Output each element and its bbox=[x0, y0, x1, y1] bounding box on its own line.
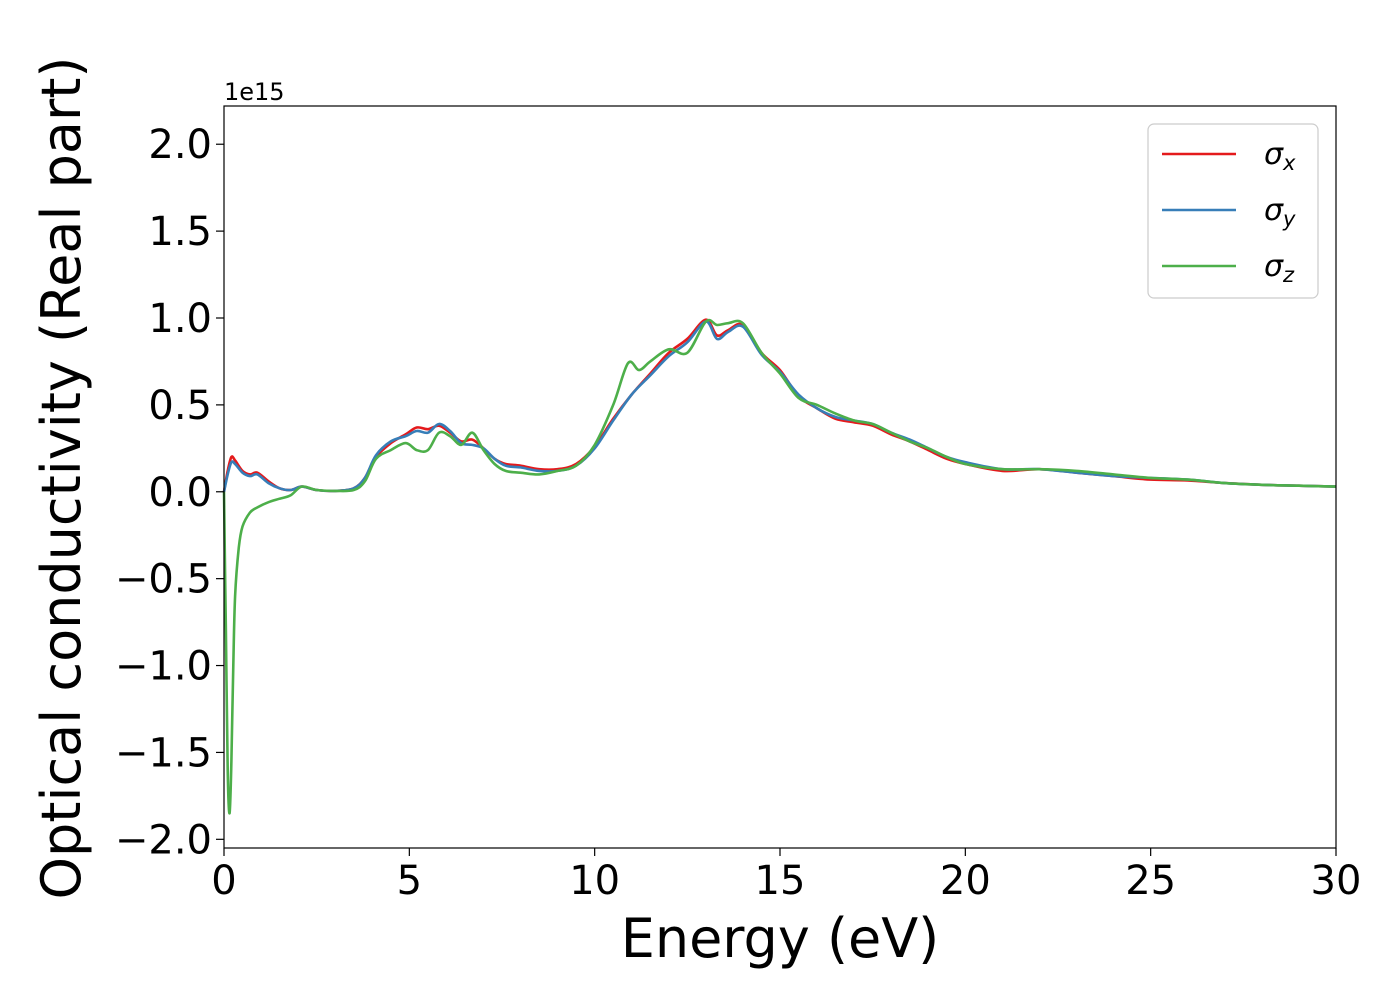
y-offset-label: 1e15 bbox=[224, 78, 285, 106]
y-axis-title: Optical conductivity (Real part) bbox=[30, 57, 93, 900]
y-tick-label: 1.0 bbox=[148, 296, 212, 342]
legend: σx σy σz bbox=[1147, 123, 1319, 299]
x-tick-label: 0 bbox=[211, 858, 236, 904]
y-tick-label: −2.0 bbox=[115, 817, 212, 863]
x-tick-label: 5 bbox=[397, 858, 422, 904]
series-line-z bbox=[222, 318, 1337, 815]
y-tick-label: −1.5 bbox=[115, 730, 212, 776]
x-axis-ticks: 0 5 10 15 20 25 30 bbox=[211, 848, 1361, 904]
y-tick-label: −0.5 bbox=[115, 557, 212, 603]
legend-label-y: σy bbox=[1264, 193, 1296, 231]
plot-lines bbox=[222, 318, 1337, 815]
legend-items: σx σy σz bbox=[1162, 137, 1296, 287]
x-tick-label: 10 bbox=[569, 858, 620, 904]
x-tick-label: 20 bbox=[940, 858, 991, 904]
legend-label-x: σx bbox=[1264, 137, 1296, 175]
x-tick-label: 15 bbox=[755, 858, 806, 904]
x-tick-label: 30 bbox=[1311, 858, 1362, 904]
y-tick-label: 0.5 bbox=[148, 383, 212, 429]
legend-label-z: σz bbox=[1264, 249, 1295, 287]
x-axis-title: Energy (eV) bbox=[621, 907, 940, 970]
y-tick-label: 2.0 bbox=[148, 122, 212, 168]
y-axis-ticks: −2.0 −1.5 −1.0 −0.5 0.0 0.5 1.0 1.5 2.0 bbox=[115, 122, 224, 863]
y-tick-label: −1.0 bbox=[115, 644, 212, 690]
x-tick-label: 25 bbox=[1125, 858, 1176, 904]
y-tick-label: 0.0 bbox=[148, 470, 212, 516]
y-tick-label: 1.5 bbox=[148, 209, 212, 255]
